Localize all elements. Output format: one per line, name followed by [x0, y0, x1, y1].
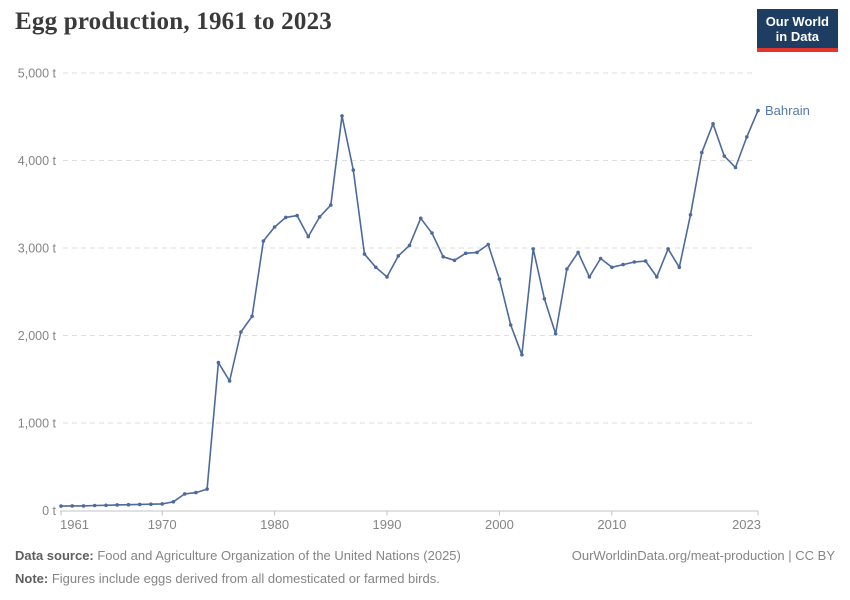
- data-source-label: Data source:: [15, 548, 94, 563]
- data-point[interactable]: [340, 114, 344, 118]
- note-line: Note: Figures include eggs derived from …: [15, 567, 835, 590]
- data-point[interactable]: [621, 262, 625, 267]
- data-point[interactable]: [722, 154, 727, 158]
- data-point[interactable]: [486, 242, 491, 247]
- owid-logo-line2: in Data: [775, 29, 820, 44]
- data-point[interactable]: [227, 379, 232, 383]
- data-point[interactable]: [700, 150, 704, 155]
- data-point[interactable]: [745, 135, 749, 139]
- data-point[interactable]: [531, 247, 535, 251]
- data-point[interactable]: [261, 239, 266, 243]
- data-point[interactable]: [362, 252, 367, 256]
- data-point[interactable]: [239, 330, 243, 334]
- owid-logo-line1: Our World: [765, 14, 829, 29]
- x-axis-label: 2000: [485, 517, 514, 532]
- data-point[interactable]: [216, 360, 221, 365]
- data-point[interactable]: [430, 231, 434, 235]
- x-axis-label: 1990: [373, 517, 402, 532]
- data-point[interactable]: [632, 260, 637, 264]
- data-point[interactable]: [598, 256, 603, 261]
- data-point[interactable]: [194, 490, 198, 495]
- data-point[interactable]: [565, 267, 569, 271]
- data-point[interactable]: [160, 502, 164, 506]
- data-point[interactable]: [149, 502, 153, 507]
- data-point[interactable]: [284, 215, 288, 220]
- series-label-bahrain[interactable]: Bahrain: [765, 103, 810, 118]
- data-point[interactable]: [475, 250, 479, 255]
- data-point[interactable]: [520, 353, 524, 357]
- x-axis-label: 1961: [60, 517, 89, 532]
- data-point[interactable]: [655, 275, 659, 279]
- data-point[interactable]: [452, 258, 457, 263]
- data-point[interactable]: [666, 247, 670, 251]
- data-point[interactable]: [351, 168, 356, 172]
- data-point[interactable]: [396, 254, 401, 258]
- data-point[interactable]: [688, 213, 693, 217]
- data-point[interactable]: [81, 504, 86, 508]
- note-label: Note:: [15, 571, 49, 586]
- data-point[interactable]: [126, 502, 131, 507]
- data-point[interactable]: [272, 225, 277, 229]
- x-axis-label: 1970: [148, 517, 177, 532]
- data-point[interactable]: [137, 502, 142, 507]
- credit-link[interactable]: OurWorldinData.org/meat-production | CC …: [571, 548, 835, 563]
- y-axis-label: 2,000 t: [18, 329, 57, 343]
- x-axis-label: 2010: [597, 517, 626, 532]
- data-point[interactable]: [610, 265, 614, 270]
- series-line-bahrain[interactable]: [60, 109, 759, 507]
- chart-title: Egg production, 1961 to 2023: [15, 8, 332, 35]
- data-point[interactable]: [295, 213, 299, 218]
- y-axis-label: 5,000 t: [18, 67, 57, 81]
- data-point[interactable]: [587, 275, 592, 279]
- data-point[interactable]: [205, 487, 209, 491]
- data-point[interactable]: [115, 503, 119, 507]
- data-point[interactable]: [576, 250, 580, 255]
- y-axis-label: 1,000 t: [18, 417, 57, 431]
- data-point[interactable]: [182, 492, 187, 496]
- data-point[interactable]: [92, 503, 97, 508]
- data-source-text: Food and Agriculture Organization of the…: [93, 548, 461, 563]
- data-point[interactable]: [643, 259, 648, 263]
- chart-footer: Data source: Food and Agriculture Organi…: [15, 544, 835, 590]
- data-point[interactable]: [553, 332, 558, 336]
- data-point[interactable]: [711, 122, 715, 126]
- x-axis-label: 1980: [260, 517, 289, 532]
- data-point[interactable]: [756, 108, 760, 113]
- data-point[interactable]: [441, 254, 446, 259]
- data-source-line: Data source: Food and Agriculture Organi…: [15, 544, 835, 567]
- data-point[interactable]: [250, 314, 254, 319]
- data-point[interactable]: [306, 234, 311, 239]
- data-point[interactable]: [418, 216, 423, 221]
- data-point[interactable]: [374, 265, 378, 270]
- data-point[interactable]: [70, 504, 74, 508]
- y-axis-label: 0 t: [42, 504, 56, 518]
- y-axis-label: 3,000 t: [18, 242, 57, 256]
- data-point[interactable]: [733, 165, 738, 170]
- data-point[interactable]: [407, 243, 412, 248]
- data-point[interactable]: [171, 500, 176, 504]
- note-text: Figures include eggs derived from all do…: [48, 571, 440, 586]
- data-point[interactable]: [677, 265, 682, 270]
- data-point[interactable]: [497, 277, 502, 281]
- data-point[interactable]: [317, 215, 322, 219]
- data-point[interactable]: [542, 297, 547, 301]
- owid-logo[interactable]: Our World in Data: [756, 9, 838, 52]
- y-axis-label: 4,000 t: [18, 154, 57, 168]
- data-point[interactable]: [329, 203, 333, 207]
- data-point[interactable]: [104, 503, 108, 508]
- data-point[interactable]: [59, 504, 63, 508]
- x-axis-label: 2023: [732, 517, 761, 532]
- data-point[interactable]: [463, 251, 468, 256]
- data-point[interactable]: [385, 275, 389, 279]
- data-point[interactable]: [508, 323, 513, 327]
